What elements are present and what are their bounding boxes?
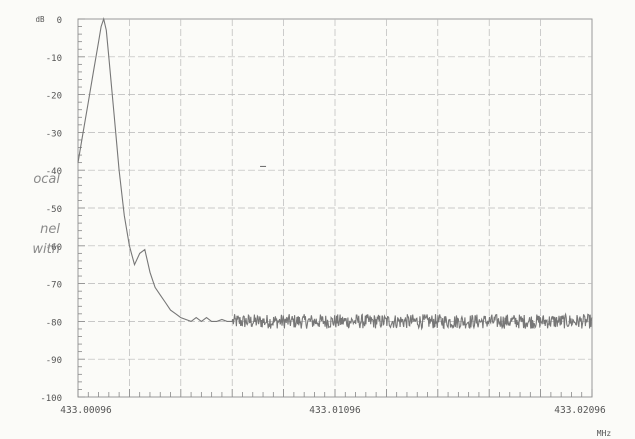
x-unit-label: MHz	[597, 429, 612, 438]
side-text-2: nel	[40, 222, 60, 237]
y-tick-label: -40	[46, 167, 62, 177]
y-tick-label: -30	[46, 129, 62, 139]
y-tick-label: -50	[46, 205, 62, 215]
y-tick-label: -20	[46, 92, 62, 102]
y-tick-label: 0	[57, 16, 62, 26]
signal-trace	[77, 16, 593, 331]
y-tick-label: -90	[46, 356, 62, 366]
side-text-3: with	[32, 242, 60, 257]
y-tick-label: -60	[46, 243, 62, 253]
x-tick-label: 433.02096	[554, 405, 606, 416]
x-tick-label: 433.01096	[309, 405, 361, 416]
y-tick-label: -10	[46, 54, 62, 64]
y-unit-label: dB	[35, 15, 45, 24]
x-tick-label: 433.00096	[60, 405, 112, 416]
y-tick-label: -70	[46, 281, 62, 291]
side-text-1: ocal	[33, 172, 60, 187]
y-tick-label: -80	[46, 318, 62, 328]
y-tick-label: -100	[40, 394, 62, 404]
